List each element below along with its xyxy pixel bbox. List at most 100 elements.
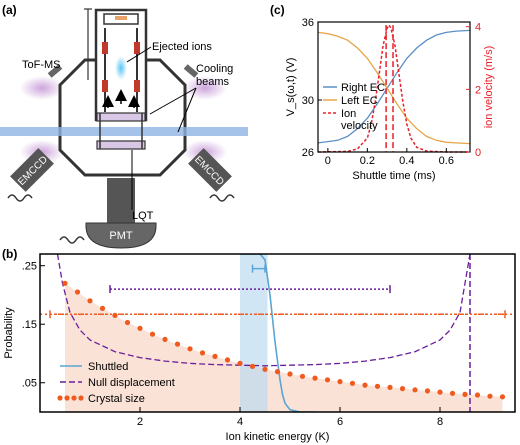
crystal-size-point [249, 363, 256, 369]
pmt-body [85, 222, 157, 249]
legend-label: Ion [341, 108, 356, 120]
crystal-size-point [187, 346, 193, 352]
panel-a-apparatus: (a) PMT [0, 3, 248, 249]
lqt-electrode-lower [96, 140, 146, 150]
ejected-ions-label: Ejected ions [152, 41, 212, 53]
flange [47, 64, 63, 78]
crystal-size-point [149, 331, 156, 337]
crystal-size-point [424, 388, 431, 394]
crystal-size-point [412, 387, 418, 393]
panel-c-chart: (c) 0 0.2 0.4 0.6 26 30 36 0 2 4 Shuttle time (ms)… [270, 3, 495, 182]
legend-swatch-dot [64, 395, 70, 401]
panel-c-label: (c) [270, 3, 285, 17]
lqt-label: LQT [132, 210, 154, 222]
y-right-axis-label: ion velocity (m/s) [483, 46, 495, 129]
crystal-size-point [124, 319, 131, 326]
y-right-tick-label: 0 [475, 147, 481, 159]
panel-b-clipped-group [40, 254, 515, 412]
x-tick-label: 4 [237, 416, 243, 428]
panel-a-label: (a) [2, 3, 17, 17]
crystal-size-point [87, 298, 93, 304]
x-tick-label: 2 [137, 416, 143, 428]
legend-swatch-dot [71, 395, 77, 401]
crystal-size-point [474, 392, 481, 398]
cooling-beams-pointer [177, 87, 197, 133]
series-line-shuttled [240, 254, 315, 412]
panel-c-axes: 0 0.2 0.4 0.6 26 30 36 0 2 4 Shuttle time (ms) V_s(… [285, 17, 495, 182]
legend-label: velocity [341, 120, 378, 132]
crystal-size-point [399, 386, 406, 392]
y-tick-label: .25 [22, 261, 37, 273]
crystal-size-point [199, 350, 206, 356]
crystal-size-point [449, 390, 456, 396]
x-tick-label: 0.2 [360, 155, 375, 167]
crystal-size-point [287, 371, 293, 377]
x-tick-label: 8 [437, 416, 443, 428]
legend-swatch-dot [78, 395, 84, 401]
y-tick-label: .05 [22, 378, 37, 390]
legend-label: Right EC [341, 82, 385, 94]
y-right-tick-label: 2 [475, 84, 481, 96]
crystal-size-point [174, 341, 181, 347]
crystal-size-point [437, 389, 443, 395]
panel-c-frame [317, 21, 471, 153]
tofms-electrode [134, 42, 140, 54]
crystal-size-point [312, 375, 318, 381]
crystal-size-point [237, 360, 243, 366]
crystal-size-point [362, 382, 368, 388]
x-axis-label: Shuttle time (ms) [352, 170, 435, 182]
pmt-stem [107, 178, 135, 223]
y-left-tick-label: 26 [302, 147, 314, 159]
x-axis-label: Ion kinetic energy (K) [226, 431, 330, 443]
y-tick-label: .15 [22, 319, 37, 331]
crystal-size-point [324, 377, 331, 383]
crystal-size-point [299, 373, 306, 379]
crystal-size-point [349, 380, 356, 386]
x-tick-label: 0.4 [399, 155, 414, 167]
series-line-right-ec [317, 29, 471, 144]
cooling-beams-label-line: Cooling [196, 63, 233, 75]
legend-label: Shuttled [88, 361, 128, 373]
crystal-size-point [387, 384, 393, 390]
tofms-electrode [134, 80, 140, 92]
crystal-size-point [99, 305, 106, 311]
panel-b-plot-area [40, 254, 515, 412]
panel-b-frame [39, 253, 516, 413]
emccd-left-cable [7, 194, 33, 202]
crystal-size-point [137, 325, 143, 331]
series-line-ion-velocity [317, 23, 470, 153]
crystal-size-point [262, 366, 268, 372]
legend-label: Null displacement [88, 377, 175, 389]
crystal-size-point [212, 353, 218, 359]
y-left-tick-label: 36 [302, 17, 314, 29]
tofms-label: ToF-MS [22, 59, 61, 71]
legend-swatch-dot [57, 395, 63, 401]
pmt-cable [59, 236, 85, 244]
cooling-beams-label: Cooling beams [196, 63, 236, 88]
crystal-size-point [62, 280, 68, 286]
panel-b-chart: (b) 2 4 6 8 .05 .15 .25 Ion kinetic energy (K) P… [2, 247, 516, 443]
flange [183, 64, 199, 78]
crystal-size-point [224, 357, 231, 363]
x-tick-label: 0 [325, 155, 331, 167]
crystal-size-point [462, 391, 468, 397]
crystal-size-point [162, 336, 168, 342]
y-left-axis-label: V_s(ω,t) (V) [285, 58, 297, 117]
panel-b-legend: Shuttled Null displacement Crystal size [57, 361, 175, 405]
crystal-size-point [74, 289, 81, 295]
y-left-tick-label: 30 [302, 95, 314, 107]
panel-c-plot-area [317, 23, 471, 153]
cooling-beams-pointer [149, 87, 197, 115]
series-line-null-displacement [56, 254, 471, 367]
panel-b-axes: 2 4 6 8 .05 .15 .25 Ion kinetic energy (K) Proba… [3, 253, 516, 443]
cooling-glow-left-upper [20, 76, 64, 100]
crystal-size-point [487, 393, 493, 399]
crystal-size-point [112, 312, 118, 318]
panel-b-label: (b) [2, 247, 17, 261]
emccd-right-cable [209, 194, 235, 202]
ejected-ion-cloud [115, 56, 127, 80]
x-tick-label: 6 [337, 416, 343, 428]
tofms-electrode [102, 42, 108, 54]
crystal-size-point [374, 383, 381, 389]
